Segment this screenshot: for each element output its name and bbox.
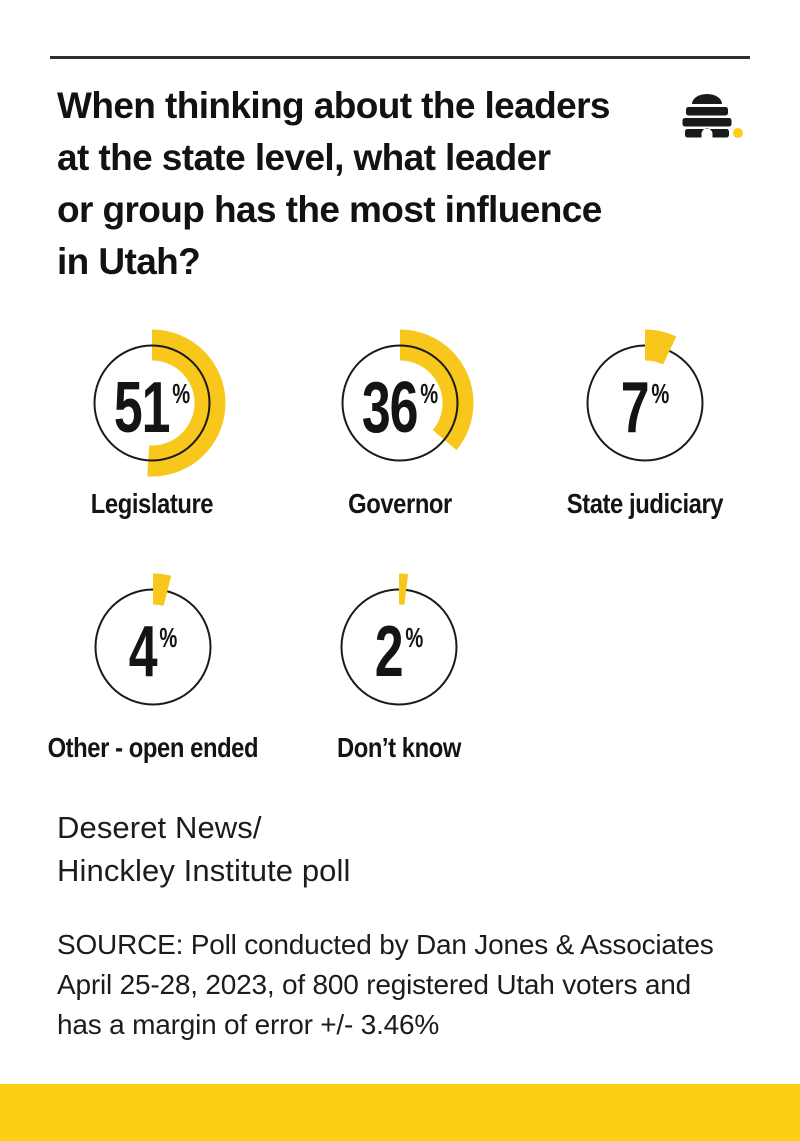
beehive-base-with-door [685, 128, 729, 138]
attribution-line: Hinckley Institute poll [57, 853, 351, 888]
percent-sign: % [172, 378, 191, 409]
beehive-band [686, 107, 728, 116]
percent-ring-chart: 4% Other - open ended [23, 557, 283, 772]
percent-sign: % [405, 622, 424, 653]
top-rule [50, 56, 750, 59]
chart-category-label: State judiciary [515, 488, 775, 520]
beehive-band [682, 118, 732, 127]
chart-category-label: Legislature [22, 488, 282, 520]
value-number: 51 [113, 368, 171, 448]
poll-attribution: Deseret News/ Hinckley Institute poll [57, 806, 351, 892]
source-line: has a margin of error +/- 3.46% [57, 1009, 440, 1040]
chart-category-label-text: Other - open ended [47, 732, 259, 763]
source-note: SOURCE: Poll conducted by Dan Jones & As… [57, 925, 714, 1045]
ring-outline [341, 344, 459, 462]
percent-arc [325, 573, 473, 721]
source-line: April 25-28, 2023, of 800 registered Uta… [57, 969, 691, 1000]
title-line: or group has the most influence [57, 189, 602, 230]
chart-category-label: Governor [270, 488, 530, 520]
logo-yellow-dot [733, 128, 743, 138]
footer-yellow-bar [0, 1084, 800, 1141]
value-number: 2 [374, 612, 404, 692]
title-line: at the state level, what leader [57, 137, 551, 178]
percent-arc [79, 573, 227, 721]
percent-sign: % [159, 622, 178, 653]
title-line: in Utah? [57, 241, 201, 282]
percent-ring-chart: 51% Legislature [22, 313, 282, 528]
percent-value: 51% [58, 372, 245, 444]
value-number: 4 [128, 612, 158, 692]
chart-category-label-text: Don’t know [337, 732, 461, 763]
percent-value: 2% [305, 616, 492, 688]
percent-sign: % [420, 378, 439, 409]
ring-svg [325, 573, 473, 721]
ring-svg [79, 573, 227, 721]
value-number: 36 [361, 368, 419, 448]
ring-svg [326, 329, 474, 477]
percent-value: 4% [59, 616, 246, 688]
percent-value: 36% [306, 372, 493, 444]
ring-svg [78, 329, 226, 477]
ring-outline [93, 344, 211, 462]
percent-arc [571, 329, 719, 477]
title-line: When thinking about the leaders [57, 85, 610, 126]
chart-category-label: Don’t know [269, 732, 529, 764]
chart-category-label-text: Governor [348, 488, 452, 519]
attribution-line: Deseret News/ [57, 810, 262, 845]
percent-sign: % [651, 378, 670, 409]
percent-ring-chart: 36% Governor [270, 313, 530, 528]
percent-value: 7% [551, 372, 738, 444]
deseret-news-beehive-logo [682, 94, 743, 138]
ring-svg [571, 329, 719, 477]
value-number: 7 [620, 368, 650, 448]
chart-category-label-text: State judiciary [566, 488, 724, 519]
chart-category-label-text: Legislature [90, 488, 214, 519]
page-title: When thinking about the leaders at the s… [57, 80, 697, 288]
percent-ring-chart: 7% State judiciary [515, 313, 775, 528]
source-line: SOURCE: Poll conducted by Dan Jones & As… [57, 929, 714, 960]
chart-category-label: Other - open ended [23, 732, 283, 764]
beehive-dome [692, 94, 722, 104]
percent-ring-chart: 2% Don’t know [269, 557, 529, 772]
